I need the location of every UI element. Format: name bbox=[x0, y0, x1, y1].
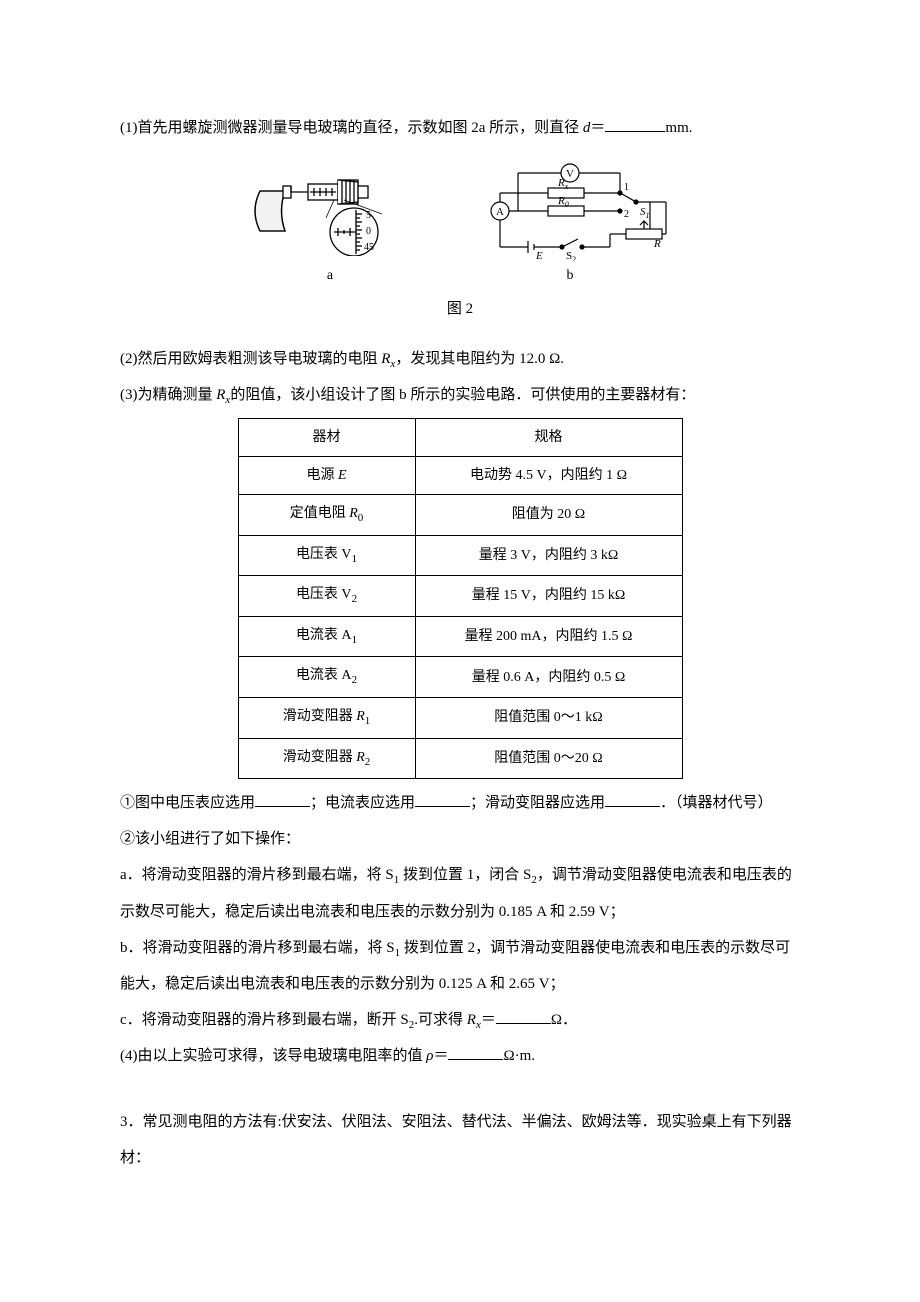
label-R: R bbox=[653, 238, 661, 250]
equipment-table: 器材 规格 电源 E电动势 4.5 V，内阻约 1 Ω定值电阻 R0阻值为 20… bbox=[238, 418, 683, 780]
table-cell: 电流表 A2 bbox=[238, 657, 415, 698]
table-cell: 定值电阻 R0 bbox=[238, 494, 415, 535]
step-c-unit: Ω． bbox=[551, 1012, 577, 1028]
figure-b: V A Rx R0 1 2 S1 R E S2 b bbox=[470, 161, 670, 285]
figure-caption: 图 2 bbox=[120, 291, 800, 327]
tick-5: 5 bbox=[366, 210, 371, 221]
table-cell: 量程 15 V，内阻约 15 kΩ bbox=[415, 576, 682, 617]
table-cell: 电流表 A1 bbox=[238, 616, 415, 657]
q31-c: ；滑动变阻器应选用 bbox=[470, 795, 605, 811]
q4-blank bbox=[448, 1044, 503, 1060]
figure-a-label: a bbox=[250, 268, 410, 285]
question-4: (4)由以上实验可求得，该导电玻璃电阻率的值 ρ＝ Ω·m. bbox=[120, 1038, 800, 1074]
step-b: b．将滑动变阻器的滑片移到最右端，将 S1 拨到位置 2，调节滑动变阻器使电流表… bbox=[120, 930, 800, 1002]
q31-a: ①图中电压表应选用 bbox=[120, 795, 255, 811]
table-cell: 滑动变阻器 R2 bbox=[238, 738, 415, 779]
q4-unit: Ω·m. bbox=[503, 1048, 535, 1064]
step-c-text: c．将滑动变阻器的滑片移到最右端，断开 S2.可求得 Rx＝ bbox=[120, 1012, 496, 1028]
tick-45: 45 bbox=[364, 242, 374, 253]
step-a: a．将滑动变阻器的滑片移到最右端，将 S1 拨到位置 1，闭合 S2，调节滑动变… bbox=[120, 857, 800, 929]
table-row: 定值电阻 R0阻值为 20 Ω bbox=[238, 494, 682, 535]
table-cell: 量程 3 V，内阻约 3 kΩ bbox=[415, 535, 682, 576]
label-S1: S1 bbox=[640, 206, 650, 220]
micrometer-drawing: 5 0 45 bbox=[250, 156, 410, 266]
question-2: (2)然后用欧姆表粗测该导电玻璃的电阻 Rx，发现其电阻约为 12.0 Ω. bbox=[120, 341, 800, 377]
table-cell: 电源 E bbox=[238, 456, 415, 494]
q1-unit: mm. bbox=[665, 120, 692, 136]
label-S2: S2 bbox=[566, 250, 576, 261]
table-cell: 电压表 V1 bbox=[238, 535, 415, 576]
label-E: E bbox=[535, 250, 543, 261]
table-cell: 滑动变阻器 R1 bbox=[238, 697, 415, 738]
table-row: 滑动变阻器 R1阻值范围 0～1 kΩ bbox=[238, 697, 682, 738]
table-header-1: 规格 bbox=[415, 418, 682, 456]
figure-a: 5 0 45 a bbox=[250, 156, 410, 285]
figure-b-label: b bbox=[470, 268, 670, 285]
q31-b: ；电流表应选用 bbox=[310, 795, 415, 811]
q1-blank bbox=[605, 116, 665, 132]
table-cell: 电压表 V2 bbox=[238, 576, 415, 617]
label-A: A bbox=[496, 206, 504, 218]
table-row: 电流表 A2量程 0.6 A，内阻约 0.5 Ω bbox=[238, 657, 682, 698]
table-cell: 量程 0.6 A，内阻约 0.5 Ω bbox=[415, 657, 682, 698]
micrometer-svg: 5 0 45 bbox=[250, 156, 410, 256]
table-header-row: 器材 规格 bbox=[238, 418, 682, 456]
q31-d: ．（填器材代号） bbox=[660, 795, 773, 811]
table-row: 电压表 V1量程 3 V，内阻约 3 kΩ bbox=[238, 535, 682, 576]
table-row: 电压表 V2量程 15 V，内阻约 15 kΩ bbox=[238, 576, 682, 617]
table-row: 电流表 A1量程 200 mA，内阻约 1.5 Ω bbox=[238, 616, 682, 657]
circuit-svg: V A Rx R0 1 2 S1 R E S2 bbox=[470, 161, 670, 261]
question-next: 3．常见测电阻的方法有:伏安法、伏阻法、安阻法、替代法、半偏法、欧姆法等．现实验… bbox=[120, 1104, 800, 1176]
q1-eq: ＝ bbox=[590, 120, 605, 136]
q31-blank2 bbox=[415, 791, 470, 807]
table-header-0: 器材 bbox=[238, 418, 415, 456]
table-row: 滑动变阻器 R2阻值范围 0～20 Ω bbox=[238, 738, 682, 779]
table-row: 电源 E电动势 4.5 V，内阻约 1 Ω bbox=[238, 456, 682, 494]
table-cell: 阻值范围 0～20 Ω bbox=[415, 738, 682, 779]
step-c-blank bbox=[496, 1008, 551, 1024]
question-3-1: ①图中电压表应选用 ；电流表应选用 ；滑动变阻器应选用 ．（填器材代号） bbox=[120, 785, 800, 821]
q4-text: (4)由以上实验可求得，该导电玻璃电阻率的值 ρ＝ bbox=[120, 1048, 448, 1064]
table-cell: 电动势 4.5 V，内阻约 1 Ω bbox=[415, 456, 682, 494]
label-1: 1 bbox=[624, 182, 629, 193]
question-3-intro: (3)为精确测量 Rx的阻值，该小组设计了图 b 所示的实验电路．可供使用的主要… bbox=[120, 377, 800, 413]
q1-text: (1)首先用螺旋测微器测量导电玻璃的直径，示数如图 2a 所示，则直径 bbox=[120, 120, 583, 136]
tick-0: 0 bbox=[366, 226, 371, 237]
table-cell: 量程 200 mA，内阻约 1.5 Ω bbox=[415, 616, 682, 657]
q31-blank1 bbox=[255, 791, 310, 807]
table-cell: 阻值范围 0～1 kΩ bbox=[415, 697, 682, 738]
q31-blank3 bbox=[605, 791, 660, 807]
figure-row: 5 0 45 a bbox=[120, 156, 800, 285]
label-V: V bbox=[566, 168, 574, 180]
question-1: (1)首先用螺旋测微器测量导电玻璃的直径，示数如图 2a 所示，则直径 d＝mm… bbox=[120, 110, 800, 146]
step-c: c．将滑动变阻器的滑片移到最右端，断开 S2.可求得 Rx＝ Ω． bbox=[120, 1002, 800, 1038]
label-2: 2 bbox=[624, 209, 629, 220]
question-3-2-intro: ②该小组进行了如下操作： bbox=[120, 821, 800, 857]
table-cell: 阻值为 20 Ω bbox=[415, 494, 682, 535]
